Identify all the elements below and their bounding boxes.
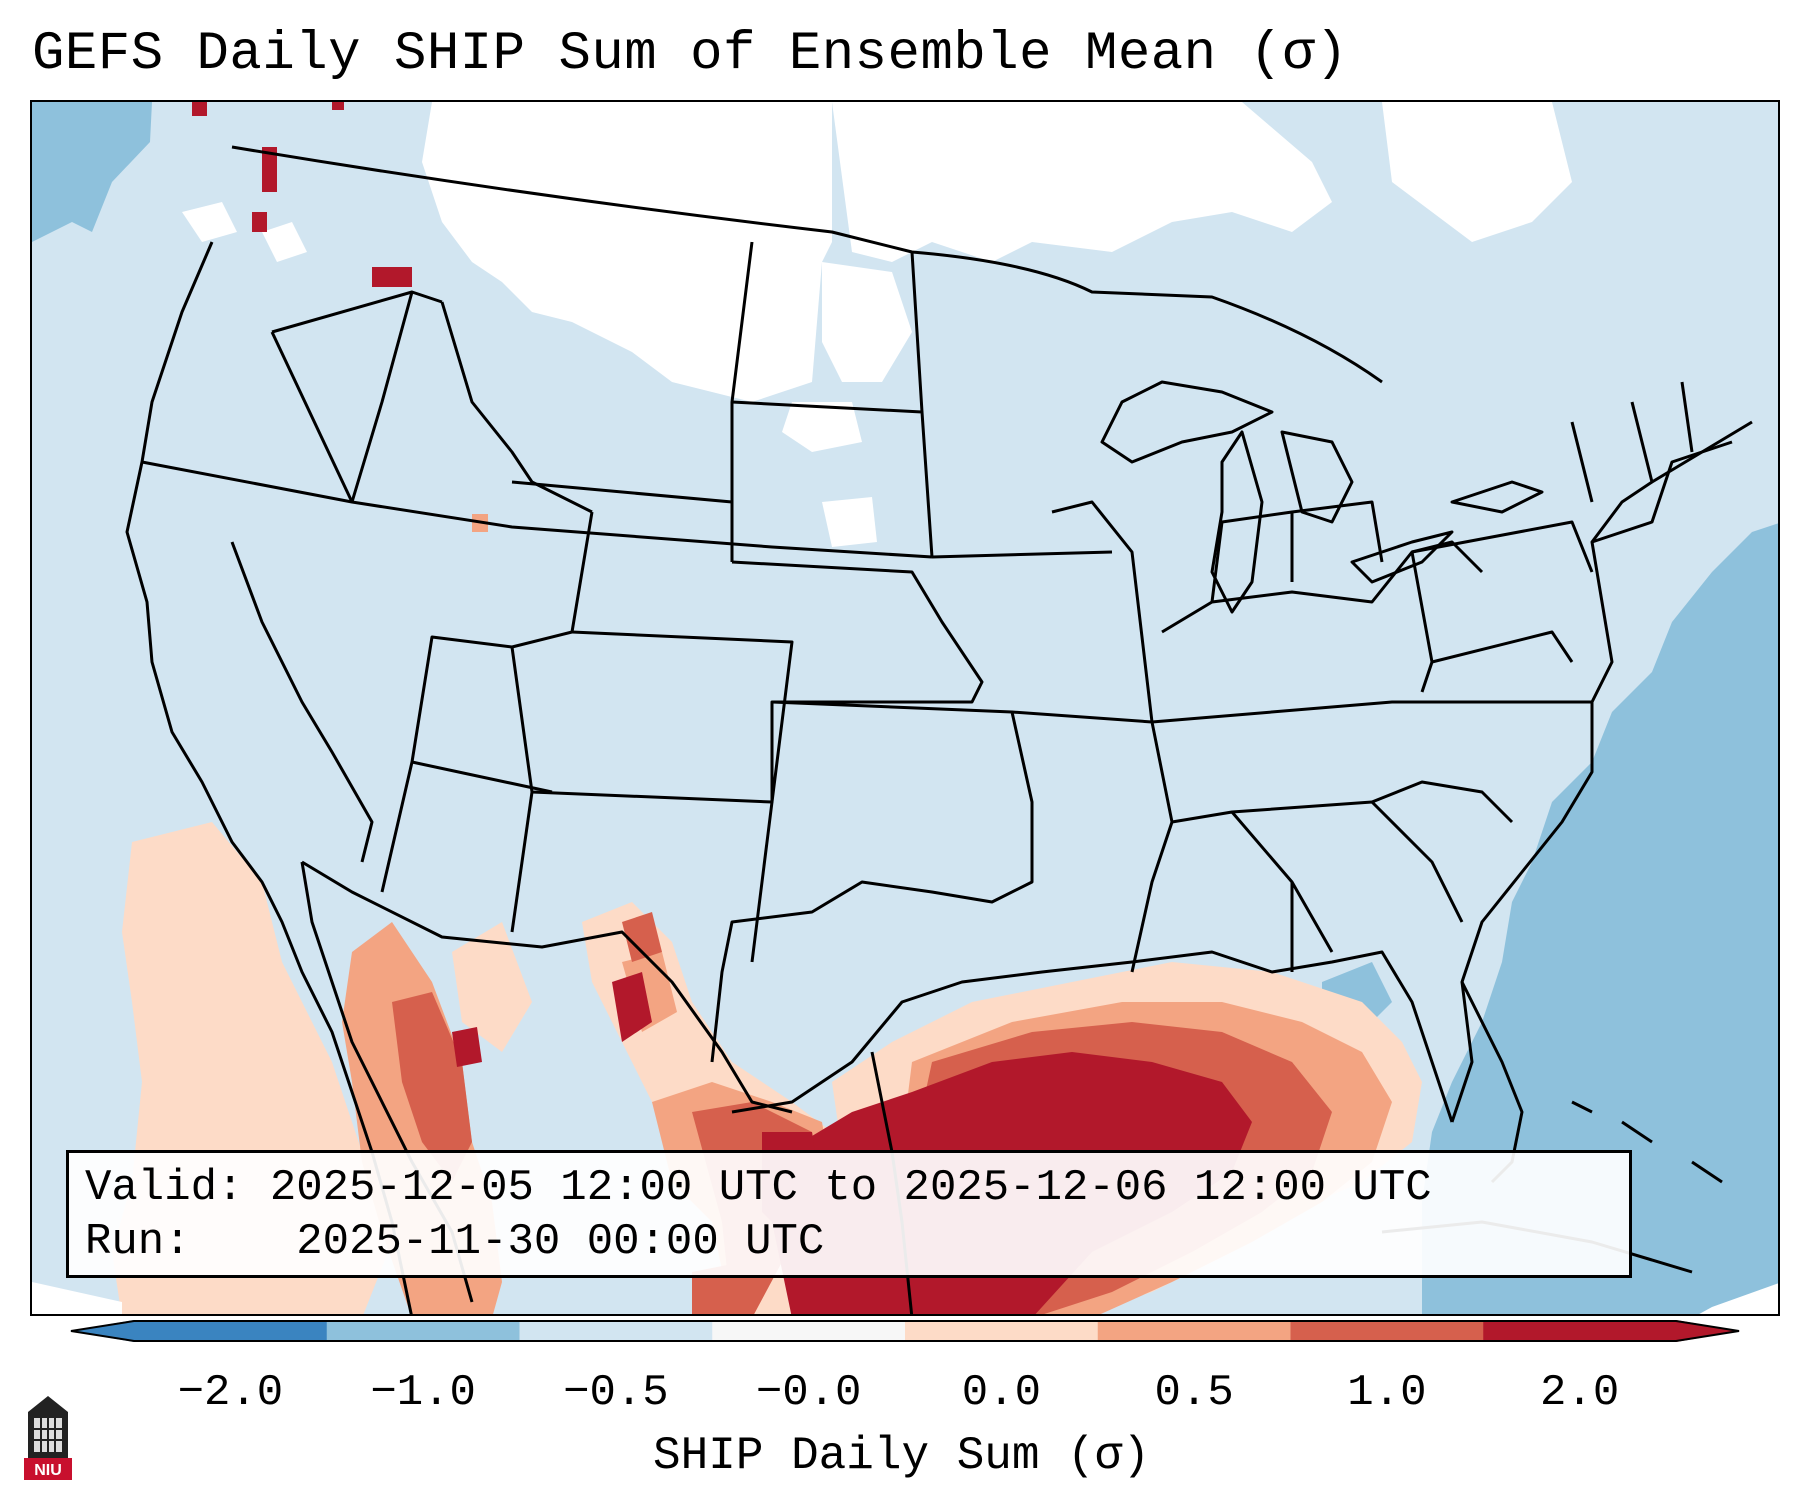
colorbar-tick-label: −1.0 xyxy=(370,1368,476,1418)
lake-michigan xyxy=(1210,430,1264,614)
colorbar-segment xyxy=(326,1320,520,1342)
colorbar-tick-label: −0.5 xyxy=(563,1368,669,1418)
logo-text: NIU xyxy=(34,1462,62,1479)
map-title: GEFS Daily SHIP Sum of Ensemble Mean (σ) xyxy=(32,24,1349,85)
colorbar xyxy=(70,1320,1740,1342)
map-panel xyxy=(30,100,1780,1316)
colorbar-segment xyxy=(1290,1320,1484,1342)
neutral-regions xyxy=(182,102,1572,547)
colorbar-tick-label: 0.5 xyxy=(1154,1368,1234,1418)
ship-field-map xyxy=(32,102,1778,1314)
domain-edge-right xyxy=(1699,1283,1778,1314)
valid-time-line: Valid: 2025-12-05 12:00 UTC to 2025-12-0… xyxy=(85,1161,1432,1215)
run-time-line: Run: 2025-11-30 00:00 UTC xyxy=(85,1215,824,1269)
colorbar-label: SHIP Daily Sum (σ) xyxy=(653,1430,1150,1482)
valid-value: 2025-12-05 12:00 UTC to 2025-12-06 12:00… xyxy=(269,1163,1432,1213)
valid-label: Valid: xyxy=(85,1163,244,1213)
colorbar-segment xyxy=(1483,1320,1677,1342)
run-label: Run: xyxy=(85,1217,191,1267)
colorbar-tick-label: 2.0 xyxy=(1540,1368,1620,1418)
colorbar-tick-label: 0.0 xyxy=(961,1368,1041,1418)
us-canada-border xyxy=(231,145,1383,384)
lake-superior xyxy=(1100,380,1274,464)
negative-anomaly-regions xyxy=(32,102,1778,1314)
lake-erie xyxy=(1350,530,1454,584)
university-seal-icon: NIU xyxy=(24,1396,72,1480)
colorbar-tick-label: −2.0 xyxy=(177,1368,284,1418)
west-coast xyxy=(125,241,413,1314)
us-mexico-border xyxy=(301,860,793,1114)
colorbar-extend-low xyxy=(70,1320,134,1342)
gulf-coast xyxy=(731,950,1454,1123)
bahamas-islands xyxy=(1571,1100,1723,1184)
colorbar-segment xyxy=(519,1320,713,1342)
lake-huron xyxy=(1280,430,1354,524)
colorbar-segment xyxy=(134,1320,328,1342)
colorbar-segment xyxy=(905,1320,1099,1342)
run-value: 2025-11-30 00:00 UTC xyxy=(296,1217,825,1267)
validity-info-box: Valid: 2025-12-05 12:00 UTC to 2025-12-0… xyxy=(66,1150,1632,1278)
domain-edge-left xyxy=(32,1282,122,1314)
colorbar-tick-label: −0.0 xyxy=(755,1368,862,1418)
colorbar-tick-label: 1.0 xyxy=(1347,1368,1427,1418)
colorbar-outline xyxy=(70,1320,1740,1342)
colorbar-segment xyxy=(1097,1320,1291,1342)
colorbar-extend-high xyxy=(1676,1320,1740,1342)
boundary-lines xyxy=(125,145,1753,1314)
colorbar-segment xyxy=(712,1320,906,1342)
lake-ontario xyxy=(1450,480,1544,514)
